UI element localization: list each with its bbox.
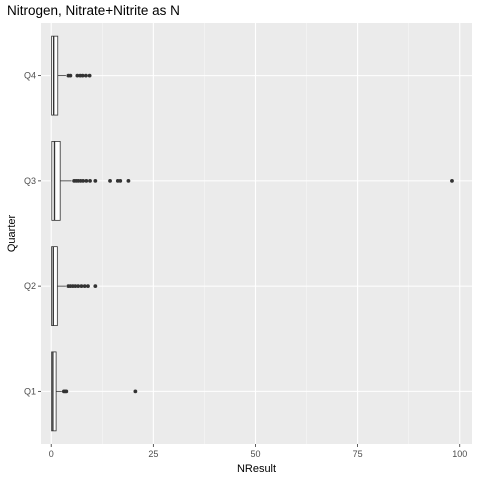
box-layer <box>51 35 454 432</box>
box-iqr <box>51 351 57 432</box>
outlier-point <box>450 178 454 183</box>
box-iqr <box>51 141 61 221</box>
plot-panel <box>41 23 472 444</box>
outlier-point <box>87 73 92 78</box>
y-tick-label: Q4 <box>24 71 36 81</box>
box-q2 <box>51 246 98 326</box>
outlier-point <box>68 73 73 78</box>
outlier-point <box>75 73 80 78</box>
x-tick-label: 0 <box>49 449 54 459</box>
grid-lines <box>41 23 472 444</box>
outlier-point <box>108 178 112 183</box>
x-axis-label: NResult <box>237 463 276 475</box>
x-tick-label: 75 <box>353 449 363 459</box>
outlier-point <box>73 284 78 289</box>
box-q4 <box>51 35 92 116</box>
box-iqr <box>51 246 58 326</box>
x-tick-label: 50 <box>250 449 260 459</box>
y-axis-label: Quarter <box>6 215 18 253</box>
x-tick-label: 100 <box>452 449 467 459</box>
outlier-point <box>133 389 138 394</box>
box-iqr <box>51 35 59 116</box>
outlier-point <box>64 389 69 394</box>
outlier-point <box>88 178 92 183</box>
outlier-point <box>76 284 81 289</box>
outlier-point <box>84 73 88 78</box>
outlier-point <box>80 73 85 78</box>
outlier-point <box>81 178 85 183</box>
outlier-point <box>118 178 123 183</box>
outlier-point <box>82 284 87 289</box>
y-tick-label: Q2 <box>24 281 36 291</box>
outlier-point <box>93 178 98 183</box>
outlier-point <box>126 178 131 183</box>
outlier-point <box>86 284 90 289</box>
y-tick-label: Q3 <box>24 176 36 186</box>
axis-layer: 0 25 50 75 100 Q1 Q2 Q3 Q4 <box>24 71 467 459</box>
x-tick-label: 25 <box>148 449 158 459</box>
y-tick-label: Q1 <box>24 386 36 396</box>
outlier-point <box>93 284 98 289</box>
outlier-point <box>84 178 89 183</box>
box-q1 <box>51 351 138 432</box>
outlier-point <box>79 284 84 289</box>
chart-title: Nitrogen, Nitrate+Nitrite as N <box>7 3 180 18</box>
box-q3 <box>51 141 454 221</box>
